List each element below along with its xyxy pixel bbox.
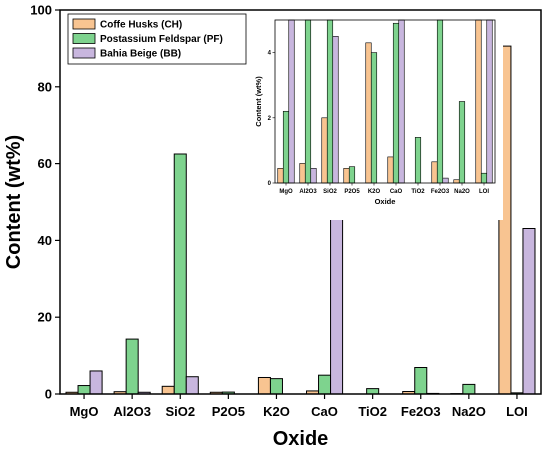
plot-frame: [59, 9, 542, 395]
inset-bar-ch-al2o3: [299, 163, 306, 184]
inset-bar-bb-mgo: [288, 19, 295, 184]
inset-bar-bb-fe2o3: [442, 177, 449, 184]
x-tick-label: LOI: [506, 404, 528, 419]
inset-bar-ch-cao: [387, 156, 394, 184]
inset-x-tick-label: TiO2: [411, 189, 425, 195]
bar-bb-mgo: [89, 370, 103, 395]
y-tick-label: 60: [38, 156, 52, 171]
x-axis-title: Oxide: [273, 428, 329, 450]
x-tick-label: Fe2O3: [401, 404, 441, 419]
legend-swatch-bb: [72, 47, 96, 59]
y-tick-label: 80: [38, 79, 52, 94]
bar-pf-cao: [318, 374, 332, 395]
bar-bb-sio2: [185, 376, 199, 395]
x-tick-label: Na2O: [452, 404, 486, 419]
bar-pf-k2o: [269, 378, 283, 395]
bar-pf-na2o: [462, 383, 476, 395]
inset-bar-ch-k2o: [365, 42, 372, 184]
inset-x-tick-label: Na2O: [454, 189, 470, 195]
x-tick-label: TiO2: [358, 404, 387, 419]
bar-pf-tio2: [366, 388, 380, 395]
inset-bar-pf-sio2: [326, 19, 334, 184]
bar-pf-al2o3: [125, 338, 139, 395]
inset-bar-ch-loi: [475, 19, 482, 184]
inset-x-tick-label: CaO: [390, 189, 403, 195]
bar-bb-loi: [522, 228, 536, 395]
x-tick-label: K2O: [263, 404, 290, 419]
inset-x-axis-title: Oxide: [375, 197, 396, 206]
bar-pf-fe2o3: [414, 367, 428, 395]
legend-swatch-pf: [72, 33, 96, 44]
inset-x-tick-label: K2O: [368, 189, 381, 195]
y-axis-title: Content (wt%): [3, 135, 25, 269]
inset-bar-pf-loi: [480, 172, 488, 184]
legend-label-ch: Coffe Husks (CH): [100, 20, 182, 31]
inset-bar-bb-cao: [398, 19, 405, 184]
inset-bar-pf-na2o: [458, 101, 466, 184]
inset-bar-pf-cao: [392, 22, 400, 184]
inset-x-tick-label: Fe2O3: [431, 189, 450, 195]
inset-y-tick-label: 4: [268, 51, 272, 57]
inset-x-tick-label: MgO: [279, 189, 293, 195]
inset-y-tick-label: 0: [268, 181, 272, 187]
legend-label-bb: Bahia Beige (BB): [100, 49, 181, 60]
inset-bar-ch-na2o: [453, 179, 460, 184]
x-tick-label: Al2O3: [113, 404, 151, 419]
y-tick-label: 20: [38, 310, 52, 325]
inset-bar-pf-p2o5: [348, 166, 356, 184]
inset-bar-pf-k2o: [370, 52, 378, 184]
inset-bar-bb-loi: [486, 19, 493, 184]
inset-y-tick-label: 2: [268, 116, 272, 122]
x-tick-label: MgO: [70, 404, 99, 419]
inset-bar-bb-sio2: [332, 35, 339, 184]
x-tick-label: CaO: [311, 404, 338, 419]
inset-plot: 0 2 4 MgO Al2O3 SiO2 P2O5 K2O CaO TiO2 Fe2O3 Na2O LO…: [228, 12, 503, 220]
inset-bar-pf-tio2: [414, 137, 422, 184]
inset-bar-ch-p2o5: [343, 168, 350, 184]
inset-x-tick-label: Al2O3: [299, 189, 317, 195]
x-tick-label: SiO2: [165, 404, 195, 419]
inset-bar-pf-mgo: [282, 110, 290, 184]
inset-bar-pf-fe2o3: [436, 19, 444, 184]
bar-ch-k2o: [257, 376, 271, 395]
inset-x-tick-label: SiO2: [323, 189, 337, 195]
x-tick-label: P2O5: [212, 404, 245, 419]
inset-plot-frame: [274, 19, 496, 184]
inset-x-tick-label: P2O5: [344, 189, 360, 195]
inset-bar-ch-sio2: [321, 117, 328, 184]
y-tick-label: 0: [45, 387, 52, 402]
inset-y-axis-title: Content (wt%): [254, 76, 263, 127]
inset-bar-bb-al2o3: [310, 168, 317, 184]
y-tick-label: 100: [30, 3, 52, 18]
bar-ch-sio2: [161, 385, 175, 395]
legend-label-pf: Postassium Feldspar (PF): [100, 34, 223, 45]
inset-bar-ch-mgo: [277, 168, 284, 184]
legend-box: [67, 13, 247, 65]
legend-swatch-ch: [72, 18, 96, 30]
inset-x-tick-label: LOI: [479, 189, 489, 195]
inset-bar-ch-fe2o3: [431, 161, 438, 184]
bar-bb-cao: [330, 217, 344, 395]
bar-pf-mgo: [77, 385, 91, 395]
legend: Coffe Husks (CH) Postassium Feldspar (PF)…: [67, 13, 247, 65]
bar-pf-sio2: [173, 153, 187, 395]
y-tick-label: 40: [38, 233, 52, 248]
inset-bar-pf-al2o3: [304, 19, 312, 184]
